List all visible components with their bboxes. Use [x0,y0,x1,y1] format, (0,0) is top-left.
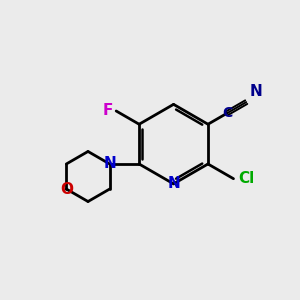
Text: N: N [249,84,262,99]
Text: C: C [222,106,232,120]
Text: Cl: Cl [238,171,254,186]
Text: N: N [103,157,116,172]
Text: F: F [103,103,113,118]
Text: O: O [60,182,73,196]
Text: N: N [167,176,180,191]
